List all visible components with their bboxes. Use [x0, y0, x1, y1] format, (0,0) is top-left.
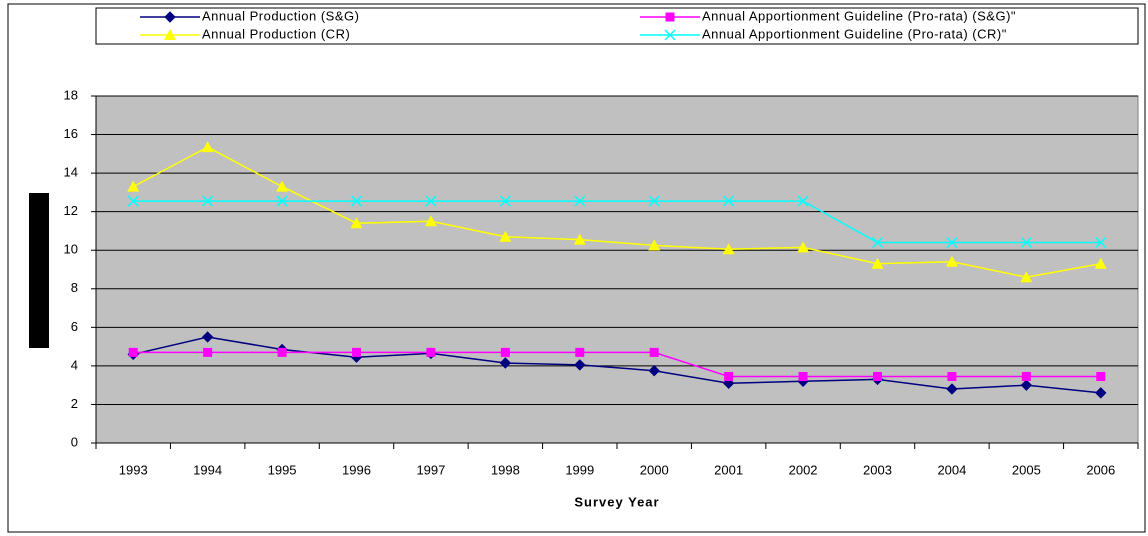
y-tick-label: 8	[71, 280, 78, 295]
marker	[352, 347, 361, 357]
y-tick-label: 4	[71, 357, 78, 372]
marker	[573, 233, 586, 245]
x-tick-label: 2002	[789, 462, 818, 477]
legend-label: Annual Apportionment Guideline (Pro-rata…	[702, 8, 1016, 23]
marker	[1095, 387, 1107, 399]
marker	[1095, 236, 1107, 249]
marker	[946, 383, 958, 395]
x-tick-label: 2006	[1086, 462, 1115, 477]
marker	[276, 180, 289, 192]
x-tick-label: 2004	[937, 462, 966, 477]
series-line	[133, 200, 1101, 244]
marker	[648, 195, 660, 207]
marker	[664, 29, 676, 41]
legend-box	[95, 7, 1139, 45]
marker	[203, 347, 213, 357]
marker	[724, 371, 734, 381]
marker	[499, 357, 512, 369]
marker	[276, 195, 288, 207]
x-tick-label: 1995	[268, 462, 297, 477]
x-tick-label: 2000	[640, 462, 669, 477]
marker	[1096, 371, 1106, 381]
marker	[426, 347, 436, 357]
marker	[1020, 379, 1033, 391]
marker	[648, 365, 660, 377]
marker	[575, 347, 585, 357]
marker	[499, 230, 512, 242]
y-tick-label: 16	[64, 126, 78, 141]
marker	[947, 371, 957, 381]
marker	[201, 141, 214, 153]
marker	[798, 371, 808, 381]
marker	[873, 371, 882, 381]
marker	[499, 195, 511, 207]
marker	[648, 239, 661, 251]
marker	[797, 195, 809, 207]
y-tick-label: 10	[64, 242, 78, 257]
series-line	[132, 146, 1101, 278]
marker	[127, 180, 140, 192]
marker	[350, 217, 363, 229]
marker	[1021, 371, 1031, 381]
y-tick-label: 18	[64, 87, 78, 102]
marker	[128, 347, 138, 357]
marker	[500, 347, 510, 357]
legend-label: Annual Apportionment Guideline (Pro-rata…	[702, 26, 1007, 41]
marker	[574, 195, 586, 207]
marker	[871, 236, 884, 249]
series-line	[133, 336, 1101, 394]
marker	[350, 195, 363, 207]
marker	[202, 195, 214, 207]
y-tick-label: 2	[71, 396, 78, 411]
marker	[945, 255, 958, 267]
redacted-label	[29, 193, 49, 348]
marker	[649, 347, 659, 357]
x-tick-label: 2003	[863, 462, 892, 477]
x-tick-label: 1997	[416, 462, 445, 477]
marker	[164, 11, 176, 23]
marker	[1020, 236, 1032, 249]
marker	[424, 215, 437, 227]
x-axis-title: Survey Year	[574, 494, 659, 509]
y-tick-label: 12	[64, 203, 78, 218]
x-tick-label: 1996	[342, 462, 371, 477]
y-tick-label: 6	[71, 319, 78, 334]
x-tick-label: 1998	[491, 462, 520, 477]
marker	[797, 241, 810, 253]
marker	[665, 12, 675, 22]
series-line	[133, 351, 1101, 378]
marker	[1020, 271, 1033, 283]
x-tick-label: 1993	[119, 462, 148, 477]
marker	[946, 236, 958, 249]
marker	[871, 257, 884, 269]
x-tick-label: 2001	[714, 462, 743, 477]
marker	[164, 29, 176, 40]
y-tick-label: 0	[71, 434, 78, 449]
x-tick-label: 1994	[193, 462, 222, 477]
x-tick-label: 1999	[565, 462, 594, 477]
marker	[277, 347, 287, 357]
marker	[425, 195, 437, 207]
marker	[722, 243, 735, 255]
marker	[201, 331, 214, 343]
marker	[127, 195, 139, 207]
marker	[1094, 257, 1107, 269]
legend-label: Annual Production (S&G)	[202, 8, 359, 23]
y-tick-label: 14	[64, 165, 78, 180]
x-tick-label: 2005	[1012, 462, 1041, 477]
marker	[574, 359, 586, 371]
marker	[723, 195, 735, 207]
legend-label: Annual Production (CR)	[202, 26, 350, 41]
plot-area	[95, 95, 1139, 444]
